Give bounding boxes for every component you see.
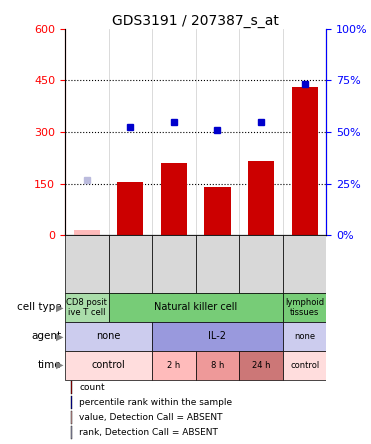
Text: control: control xyxy=(92,360,125,370)
Bar xyxy=(204,187,231,235)
Bar xyxy=(65,322,152,351)
Bar xyxy=(196,235,239,293)
Bar xyxy=(65,235,109,293)
Text: rank, Detection Call = ABSENT: rank, Detection Call = ABSENT xyxy=(79,428,218,436)
Bar xyxy=(152,351,196,380)
Text: ▶: ▶ xyxy=(56,331,64,341)
Text: lymphoid
tissues: lymphoid tissues xyxy=(285,298,324,317)
Bar xyxy=(152,322,283,351)
Text: none: none xyxy=(96,331,121,341)
Text: control: control xyxy=(290,361,319,370)
Title: GDS3191 / 207387_s_at: GDS3191 / 207387_s_at xyxy=(112,14,279,28)
Bar xyxy=(196,351,239,380)
Text: time: time xyxy=(37,360,61,370)
Bar xyxy=(109,235,152,293)
Bar xyxy=(65,293,109,322)
Text: percentile rank within the sample: percentile rank within the sample xyxy=(79,397,232,407)
Text: cell type: cell type xyxy=(17,302,61,313)
Bar xyxy=(65,351,152,380)
Text: IL-2: IL-2 xyxy=(209,331,227,341)
Bar xyxy=(161,163,187,235)
Bar xyxy=(109,293,283,322)
Text: ▶: ▶ xyxy=(56,302,64,313)
Bar xyxy=(292,87,318,235)
Text: 8 h: 8 h xyxy=(211,361,224,370)
Bar xyxy=(117,182,144,235)
Bar xyxy=(283,235,326,293)
Bar xyxy=(239,235,283,293)
Text: none: none xyxy=(294,332,315,341)
Text: count: count xyxy=(79,383,105,392)
Text: 2 h: 2 h xyxy=(167,361,181,370)
Text: Natural killer cell: Natural killer cell xyxy=(154,302,237,313)
Text: CD8 posit
ive T cell: CD8 posit ive T cell xyxy=(66,298,107,317)
Text: 24 h: 24 h xyxy=(252,361,270,370)
Bar xyxy=(152,235,196,293)
Bar xyxy=(239,351,283,380)
Bar xyxy=(283,351,326,380)
Bar xyxy=(248,161,274,235)
Bar xyxy=(73,230,100,235)
Bar xyxy=(283,293,326,322)
Bar xyxy=(283,322,326,351)
Text: ▶: ▶ xyxy=(56,360,64,370)
Text: agent: agent xyxy=(31,331,61,341)
Text: value, Detection Call = ABSENT: value, Detection Call = ABSENT xyxy=(79,412,223,422)
